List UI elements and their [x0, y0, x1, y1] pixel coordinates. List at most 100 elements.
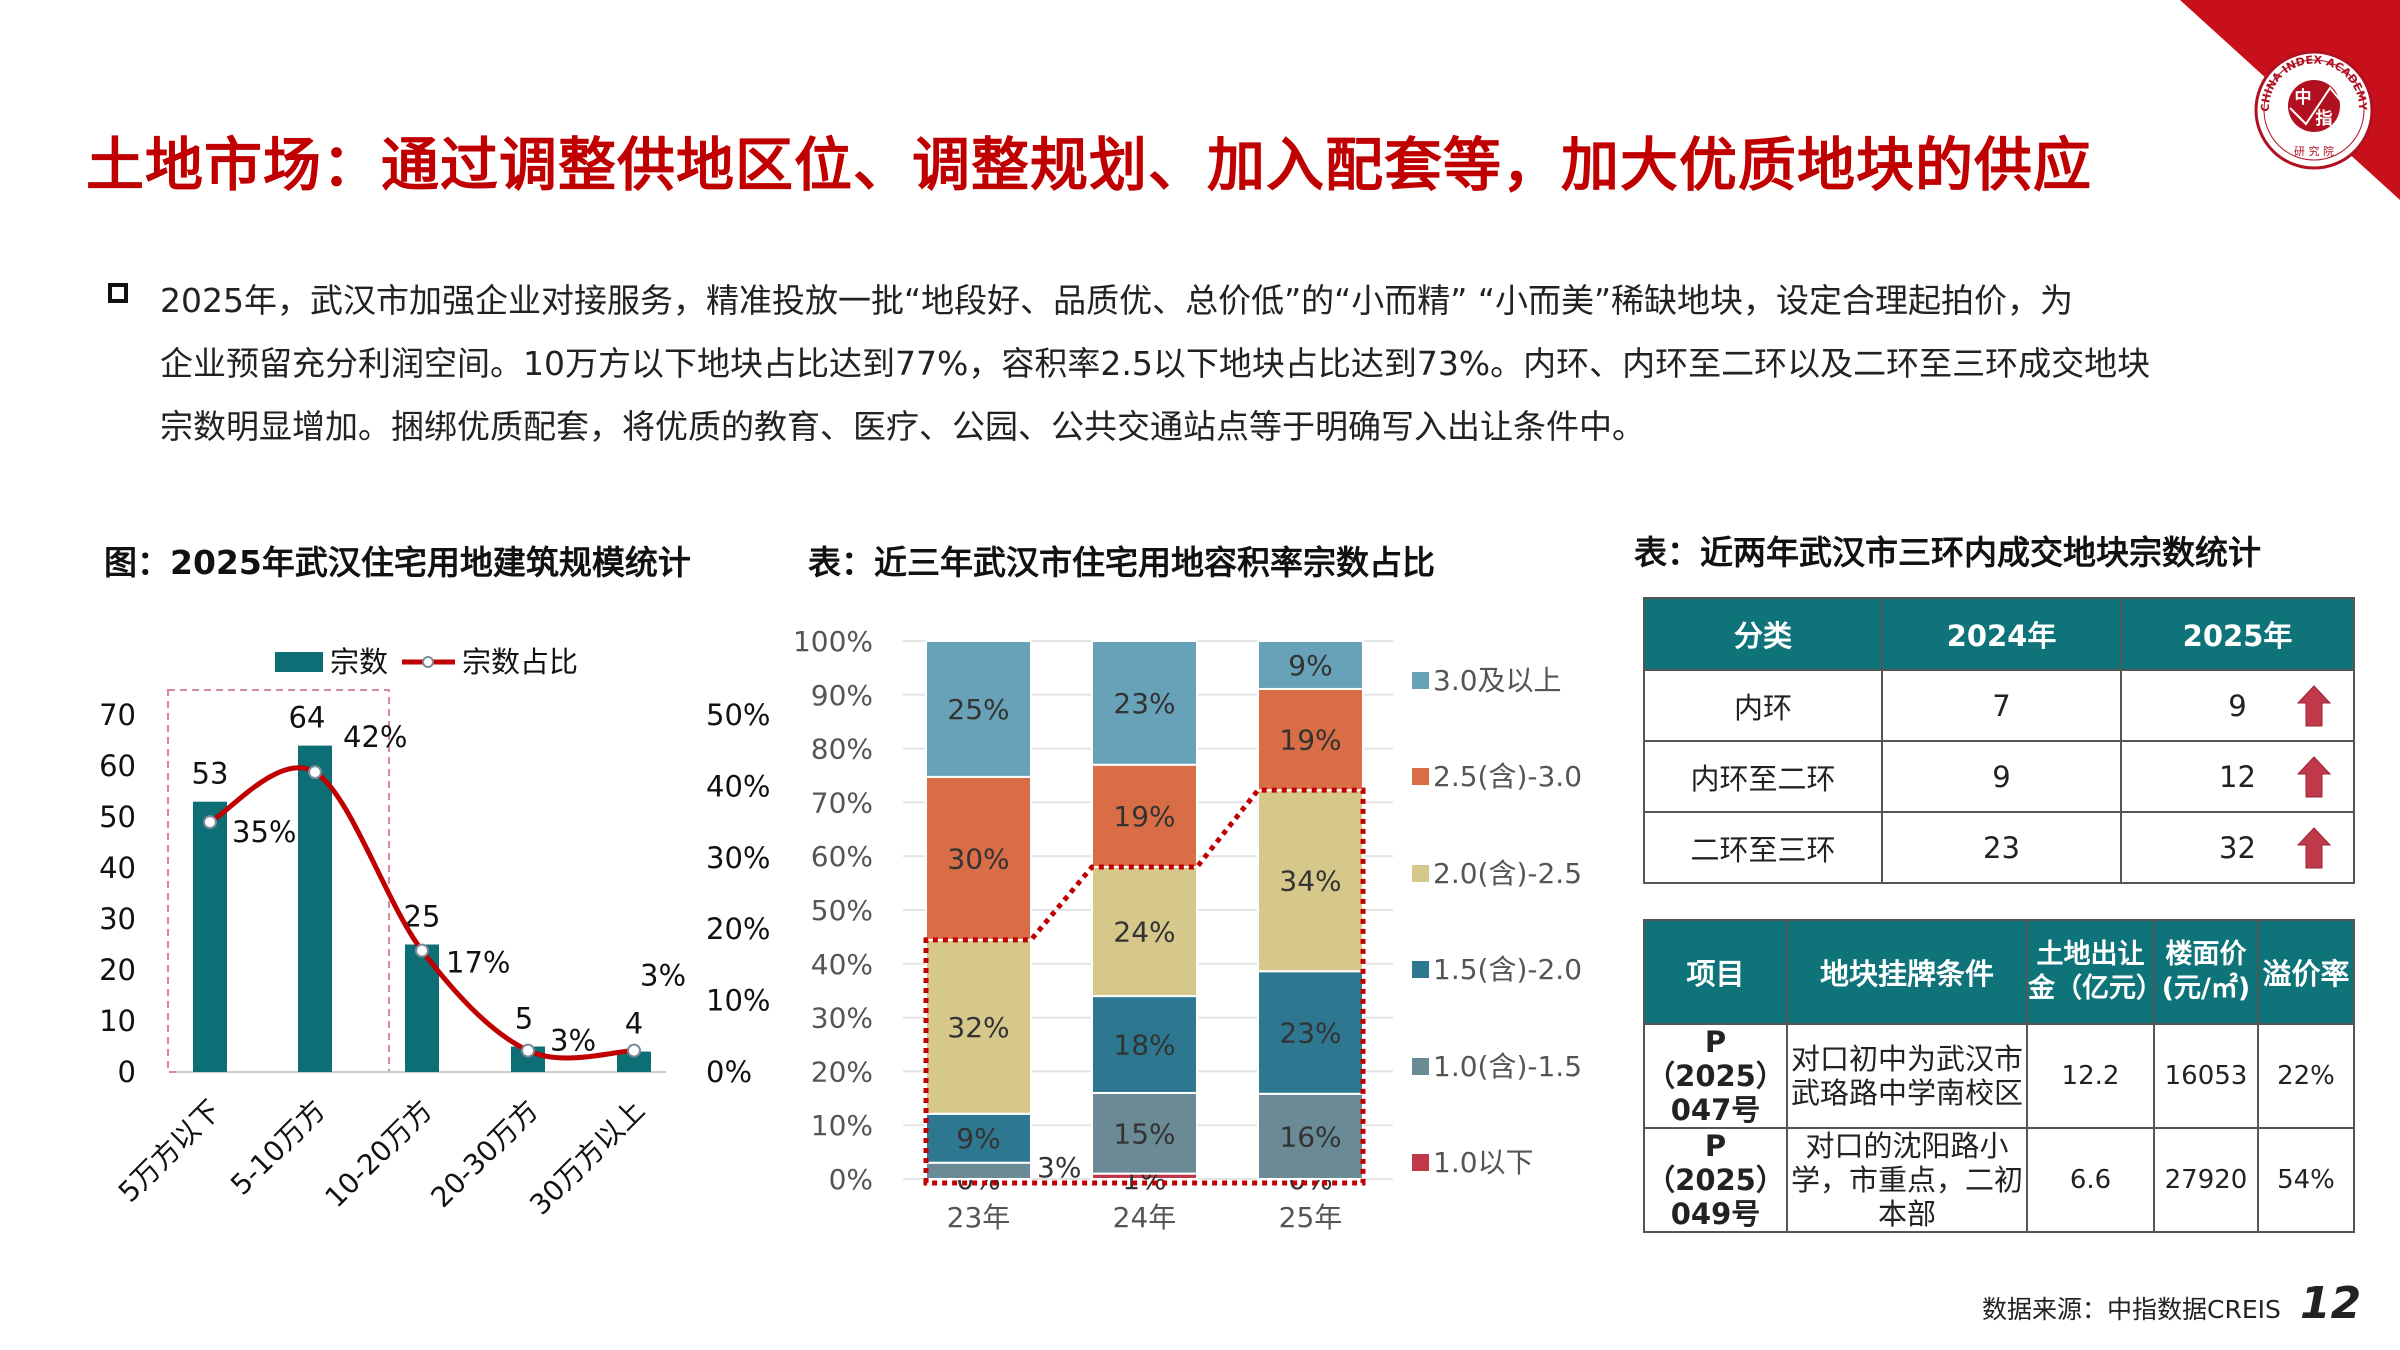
header-cell: 楼面价(元/㎡) [2153, 919, 2259, 1025]
paragraph-line: 企业预留充分利润空间。10万方以下地块占比达到77%，容积率2.5以下地块占比达… [160, 344, 2151, 383]
segment-value-label: 32% [947, 1011, 1009, 1044]
segment-value-label: 19% [1279, 724, 1341, 757]
table-row: P（2025）047号 对口初中为武汉市武珞路中学南校区 12.2 16053 … [1643, 1023, 2355, 1129]
data-source: 数据来源：中指数据CREIS [1982, 1295, 2281, 1324]
legend-marker [422, 656, 434, 668]
legend-label: 1.0(含)-1.5 [1433, 1050, 1582, 1083]
header-cell: 地块挂牌条件 [1786, 919, 2028, 1025]
svg-text:指: 指 [2316, 108, 2333, 129]
svg-text:中: 中 [2295, 87, 2312, 108]
table-row: 二环至三环 23 32 [1643, 811, 2355, 884]
y-tick-label: 30% [811, 1002, 873, 1035]
header-cell: 分类 [1643, 597, 1883, 671]
category-label: 25年 [1279, 1201, 1343, 1234]
stacked-segment [1257, 789, 1364, 973]
legend-swatch [1412, 672, 1429, 689]
category-label: 5-10万方 [224, 1094, 332, 1202]
y-tick-label: 40% [811, 948, 873, 981]
bullet-square-icon [108, 283, 128, 303]
cell-condition: 对口初中为武汉市武珞路中学南校区 [1786, 1023, 2028, 1129]
legend-swatch [1412, 961, 1429, 978]
plot-ratio-chart: 0%10%20%30%40%50%60%70%80%90%100%0%3%9%3… [793, 625, 1582, 1234]
stacked-segment [1091, 763, 1198, 868]
cell-project: P（2025）047号 [1643, 1023, 1788, 1129]
y2-tick-label: 10% [706, 984, 770, 1018]
legend-swatch [1412, 768, 1429, 785]
category-label: 5万方以下 [112, 1094, 227, 1209]
legend-swatch-bars [275, 652, 323, 672]
paragraph-line: 2025年，武汉市加强企业对接服务，精准投放一批“地段好、品质优、总价低”的“小… [160, 281, 2074, 320]
bar [193, 801, 227, 1072]
page-title: 土地市场：通过调整供地区位、调整规划、加入配套等，加大优质地块的供应 [86, 131, 2093, 199]
legend-swatch [1412, 1058, 1429, 1075]
segment-value-label: 30% [947, 842, 1009, 875]
y-tick-label: 50 [99, 800, 136, 834]
bar-value-label: 53 [192, 757, 229, 791]
cell-2024: 9 [1881, 740, 2122, 813]
y2-tick-label: 40% [706, 769, 770, 803]
cell-project: P（2025）049号 [1643, 1127, 1788, 1233]
stacked-segment [1091, 640, 1198, 766]
segment-value-label: 23% [1113, 687, 1175, 720]
share-point [521, 1043, 535, 1058]
cell-floor-price: 27920 [2153, 1127, 2259, 1233]
legend-label: 宗数 [330, 645, 388, 679]
segment-value-label: 23% [1279, 1017, 1341, 1050]
up-arrow-icon [2297, 755, 2331, 797]
chart1-title: 图：2025年武汉住宅用地建筑规模统计 [104, 543, 691, 582]
share-point [308, 765, 322, 780]
share-value-label: 3% [640, 959, 686, 993]
table-row: 内环 7 9 [1643, 669, 2355, 742]
share-point [627, 1043, 641, 1058]
segment-value-label: 24% [1113, 916, 1175, 949]
category-label: 30万方以上 [523, 1094, 651, 1222]
share-value-label: 42% [343, 720, 407, 754]
segment-value-label: 15% [1113, 1117, 1175, 1150]
y-tick-label: 70 [99, 698, 136, 732]
segment-value-label: 18% [1113, 1029, 1175, 1062]
legend-label: 2.5(含)-3.0 [1433, 760, 1582, 793]
paragraph-line: 宗数明显增加。捆绑优质配套，将优质的教育、医疗、公园、公共交通站点等于明确写入出… [160, 407, 1645, 446]
stacked-segment [1257, 1092, 1364, 1180]
segment-value-label: 25% [947, 693, 1009, 726]
cell-condition: 对口的沈阳路小学，市重点，二初本部 [1786, 1127, 2028, 1233]
cell-2025: 9 [2228, 688, 2247, 723]
table-row: 内环至二环 9 12 [1643, 740, 2355, 813]
share-value-label: 3% [550, 1024, 596, 1058]
bar-value-label: 64 [289, 701, 326, 735]
legend-swatch [1412, 1154, 1429, 1171]
bar-value-label: 4 [625, 1007, 643, 1041]
y-tick-label: 100% [793, 625, 873, 658]
cell-price: 12.2 [2026, 1023, 2155, 1129]
cell-2024: 7 [1881, 669, 2122, 742]
table1-title: 表：近两年武汉市三环内成交地块宗数统计 [1634, 533, 2261, 572]
up-arrow-icon [2297, 826, 2331, 868]
cell-2025: 12 [2219, 759, 2256, 794]
segment-value-label: 3% [1037, 1151, 1081, 1184]
building-scale-chart: 0 10 20 30 40 50 60 70 0% 10% 20% 30% 40% 50% 53 5万方以下 6… [99, 645, 770, 1222]
y-tick-label: 20 [99, 953, 136, 987]
y-tick-label: 30 [99, 902, 136, 936]
segment-value-label: 16% [1279, 1120, 1341, 1153]
y-tick-label: 60 [99, 749, 136, 783]
y2-tick-label: 30% [706, 841, 770, 875]
highlight-outline [923, 787, 1366, 1186]
bar-value-label: 5 [515, 1002, 533, 1036]
cell-price: 6.6 [2026, 1127, 2155, 1233]
stacked-segment [925, 775, 1032, 941]
header-cell: 2025年 [2120, 597, 2355, 671]
y-tick-label: 50% [811, 894, 873, 927]
corner-logo: CHINA INDEX ACADEMY 中 指 研 究 院 [2180, 0, 2400, 200]
cell-category: 二环至三环 [1643, 811, 1883, 884]
stacked-segment [925, 1161, 1032, 1180]
legend-label: 宗数占比 [462, 645, 578, 679]
bar [617, 1051, 651, 1072]
y-tick-label: 20% [811, 1055, 873, 1088]
page-number: 12 [2300, 1278, 2362, 1329]
share-point [415, 943, 429, 958]
table-row: P（2025）049号 对口的沈阳路小学，市重点，二初本部 6.6 27920 … [1643, 1127, 2355, 1233]
land-parcel-table: 项目 地块挂牌条件 土地出让金（亿元） 楼面价(元/㎡) 溢价率 P（2025）… [1643, 919, 2355, 1233]
stacked-segment [1257, 687, 1364, 792]
share-point [203, 815, 217, 830]
y-tick-label: 70% [811, 786, 873, 819]
